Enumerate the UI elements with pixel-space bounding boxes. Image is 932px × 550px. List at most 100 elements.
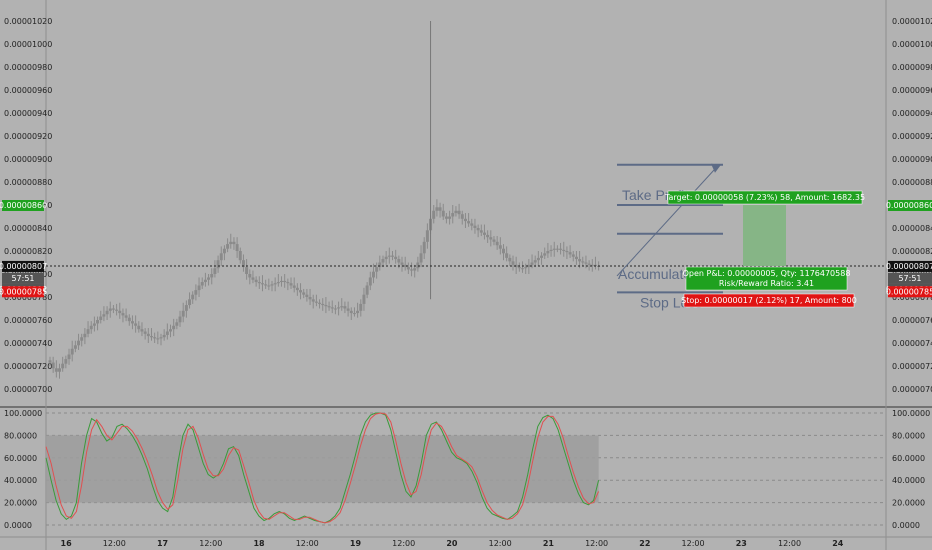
candle [394, 249, 398, 264]
price-tick-label-right: 0.00000780 [892, 293, 932, 302]
candle [562, 241, 566, 257]
candle-body [444, 216, 448, 219]
candle-body [70, 348, 74, 355]
candle-body [308, 297, 312, 300]
candle [359, 299, 363, 317]
candle [216, 255, 220, 273]
stop-price-badge: 0.00000785 0.00000785 [0, 286, 932, 298]
candle [549, 245, 553, 257]
price-tick-label-right: 0.00000820 [892, 247, 932, 256]
price-tick-label-left: 0.00000940 [4, 109, 52, 118]
time-tick-label: 12:00 [296, 539, 319, 548]
candle [533, 255, 537, 268]
candle [238, 247, 242, 264]
candle [467, 213, 471, 227]
candle [251, 270, 255, 284]
candle [283, 274, 287, 288]
open-pnl-info-text: Risk/Reward Ratio: 3.41 [719, 279, 814, 288]
candle-body [562, 249, 566, 251]
candle [574, 251, 578, 265]
candle-body [238, 251, 242, 261]
candle [413, 264, 417, 278]
candle [403, 256, 407, 271]
candle-body [419, 253, 423, 263]
candle-body [295, 287, 299, 291]
candle [156, 331, 160, 345]
candle [194, 284, 198, 301]
candle-body [365, 285, 369, 295]
time-tick-label: 12:00 [392, 539, 415, 548]
candle-body [505, 253, 509, 258]
candle [207, 274, 211, 286]
candle-body [273, 283, 277, 285]
price-tick-label-left: 0.00000700 [4, 385, 52, 394]
candle-body [222, 248, 226, 254]
candle [454, 206, 458, 217]
candle-body [137, 325, 141, 330]
candle [422, 237, 426, 260]
candle [188, 292, 192, 309]
candle-body [280, 280, 284, 283]
candle [505, 246, 509, 262]
price-tick-label-right: 0.00000840 [892, 224, 932, 233]
candle [435, 199, 439, 217]
candle-body [169, 329, 173, 332]
candle [264, 279, 268, 289]
candle-body [232, 241, 236, 245]
candle [371, 263, 375, 284]
candle [108, 301, 112, 318]
candle [368, 271, 372, 291]
candle [245, 259, 249, 280]
candle-body [410, 269, 414, 271]
candle [219, 246, 223, 266]
candle [254, 276, 258, 287]
candle-body [578, 259, 582, 262]
candle-body [435, 207, 439, 211]
price-axis: 0.00001020 0.00001020 0.00001000 0.00001000… [4, 17, 932, 394]
candle-body [58, 368, 62, 372]
candle-body [54, 368, 58, 372]
candle [419, 245, 423, 268]
candle-body [149, 336, 153, 338]
candle-body [482, 232, 486, 235]
candle-body [99, 316, 103, 320]
accumulate-label: Accumulate [618, 266, 691, 282]
candle-body [368, 277, 372, 286]
candle-body [143, 331, 147, 334]
time-tick-label: 12:00 [778, 539, 801, 548]
price-tick-label-right: 0.00000880 [892, 178, 932, 187]
position-arrow-head [711, 163, 721, 173]
candle [593, 256, 597, 270]
current-price-badge-left-text: 0.00000807 [0, 262, 47, 271]
candle-body [200, 282, 204, 286]
candle [352, 307, 356, 317]
candle-body [184, 305, 188, 311]
candle [115, 303, 119, 316]
candle-body [349, 310, 353, 314]
candle [540, 252, 544, 265]
candle [451, 205, 455, 224]
time-tick-label: 20 [446, 539, 458, 548]
candle-body [340, 306, 344, 308]
candle-body [508, 257, 512, 262]
price-tick-label-right: 0.00000760 [892, 316, 932, 325]
candle [121, 308, 125, 323]
candle-body [438, 207, 442, 211]
candle-body [226, 244, 230, 249]
candle-body [118, 310, 122, 314]
candle-body [51, 362, 55, 369]
stoch-tick-label-left: 60.0000 [4, 454, 37, 463]
stop-info-text: Stop: 0.00000017 (2.12%) 17, Amount: 800 [681, 296, 857, 305]
target-price-badge-right-text: 0.00000860 [886, 201, 932, 210]
stop-info-box [683, 293, 855, 308]
candle-body [213, 268, 217, 274]
candle-body [479, 230, 483, 233]
candle-body [454, 210, 458, 214]
candle-body [115, 309, 119, 311]
candle [495, 236, 499, 250]
time-tick-label: 24 [832, 539, 844, 548]
candle [83, 328, 87, 345]
